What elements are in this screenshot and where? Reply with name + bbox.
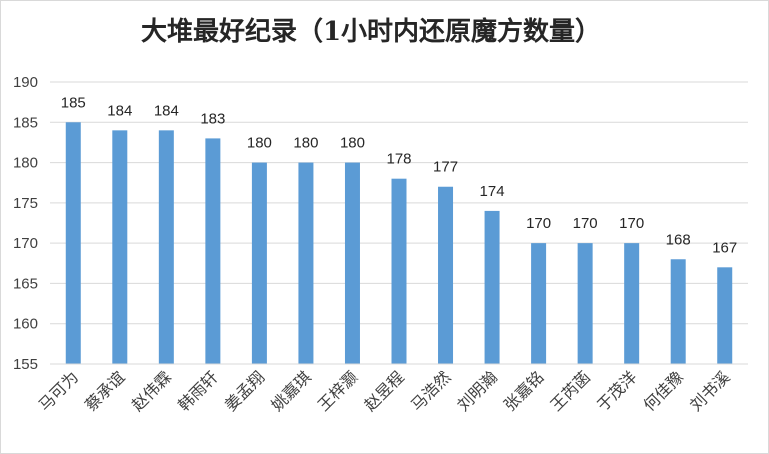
data-label: 178 xyxy=(386,151,411,168)
bar xyxy=(484,210,500,364)
chart-title: 大堆最好纪录（1小时内还原魔方数量） xyxy=(140,17,602,47)
data-label: 185 xyxy=(61,94,86,111)
x-tick-label: 姚嘉琪 xyxy=(267,367,314,414)
bar xyxy=(112,130,128,364)
bar xyxy=(670,259,686,364)
data-label: 174 xyxy=(480,183,505,200)
bar xyxy=(391,178,407,364)
x-tick-label: 张嘉铭 xyxy=(500,367,547,414)
data-label: 168 xyxy=(666,231,691,248)
bar xyxy=(205,138,221,364)
data-label: 180 xyxy=(247,135,272,152)
data-label: 184 xyxy=(107,102,132,119)
x-tick-label: 赵伟霖 xyxy=(128,367,175,414)
data-label: 183 xyxy=(200,110,225,127)
x-tick-label: 蔡承谊 xyxy=(81,367,128,414)
x-tick-label: 刘书溪 xyxy=(686,367,733,414)
bar xyxy=(298,162,314,364)
x-tick-label: 何佳豫 xyxy=(640,367,687,414)
data-label: 180 xyxy=(293,135,318,152)
bar xyxy=(531,243,547,364)
y-tick-label: 170 xyxy=(13,235,38,252)
x-tick-label: 于茂洋 xyxy=(593,367,640,414)
bar xyxy=(717,267,733,364)
bar xyxy=(65,122,81,365)
y-tick-label: 190 xyxy=(13,74,38,91)
x-tick-label: 马浩然 xyxy=(407,367,454,414)
x-tick-label: 韩雨轩 xyxy=(174,367,221,414)
data-label: 184 xyxy=(154,102,179,119)
y-tick-label: 155 xyxy=(13,356,38,373)
x-tick-label: 王芮菡 xyxy=(547,367,594,414)
bar xyxy=(344,162,360,364)
bar xyxy=(251,162,267,364)
x-tick-label: 刘明瀚 xyxy=(454,367,501,414)
data-label: 177 xyxy=(433,159,458,176)
y-tick-label: 185 xyxy=(13,114,38,131)
data-label: 170 xyxy=(573,215,598,232)
bar xyxy=(438,186,454,364)
bar xyxy=(158,130,174,364)
data-label: 170 xyxy=(526,215,551,232)
data-label: 170 xyxy=(619,215,644,232)
data-label: 167 xyxy=(712,239,737,256)
x-tick-label: 姜孟翔 xyxy=(221,367,268,414)
x-tick-label: 赵昱程 xyxy=(360,367,407,414)
x-tick-label: 马可为 xyxy=(35,367,82,414)
y-tick-label: 180 xyxy=(13,155,38,172)
y-tick-label: 165 xyxy=(13,275,38,292)
bar xyxy=(624,243,640,364)
y-tick-label: 175 xyxy=(13,195,38,212)
data-label: 180 xyxy=(340,135,365,152)
x-tick-label: 王梓灏 xyxy=(314,367,361,414)
bar xyxy=(577,243,593,364)
y-tick-label: 160 xyxy=(13,316,38,333)
